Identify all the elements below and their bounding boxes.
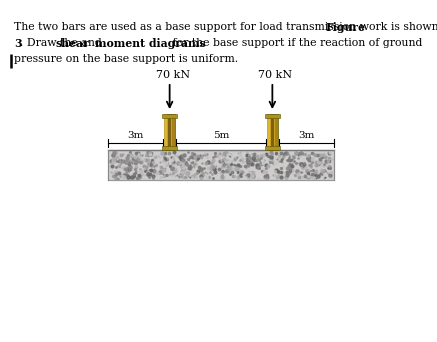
Bar — [164, 114, 167, 150]
Bar — [164, 114, 175, 150]
Text: for the base support if the reaction of ground: for the base support if the reaction of … — [169, 38, 423, 48]
Bar — [265, 114, 280, 118]
Text: The two bars are used as a base support for load transmission work is shown in: The two bars are used as a base support … — [14, 22, 437, 32]
Bar — [267, 114, 270, 150]
Text: 3: 3 — [14, 38, 21, 49]
Text: and: and — [78, 38, 105, 48]
Text: Figure: Figure — [326, 22, 366, 33]
Text: 3m: 3m — [127, 131, 144, 140]
Bar — [271, 114, 274, 150]
Text: 5m: 5m — [213, 131, 229, 140]
Text: 3m: 3m — [298, 131, 315, 140]
Text: moment diagrams: moment diagrams — [95, 38, 206, 49]
Bar — [108, 150, 334, 180]
Text: pressure on the base support is uniform.: pressure on the base support is uniform. — [14, 54, 238, 64]
Bar — [275, 114, 278, 150]
Text: . Draw the: . Draw the — [20, 38, 80, 48]
Bar — [267, 114, 278, 150]
Bar — [172, 114, 175, 150]
Bar — [162, 114, 177, 118]
Bar — [162, 146, 177, 150]
Bar — [265, 146, 280, 150]
Bar — [168, 114, 171, 150]
Text: shear: shear — [56, 38, 90, 49]
Text: 70 kN: 70 kN — [258, 70, 292, 80]
Text: 70 kN: 70 kN — [156, 70, 190, 80]
